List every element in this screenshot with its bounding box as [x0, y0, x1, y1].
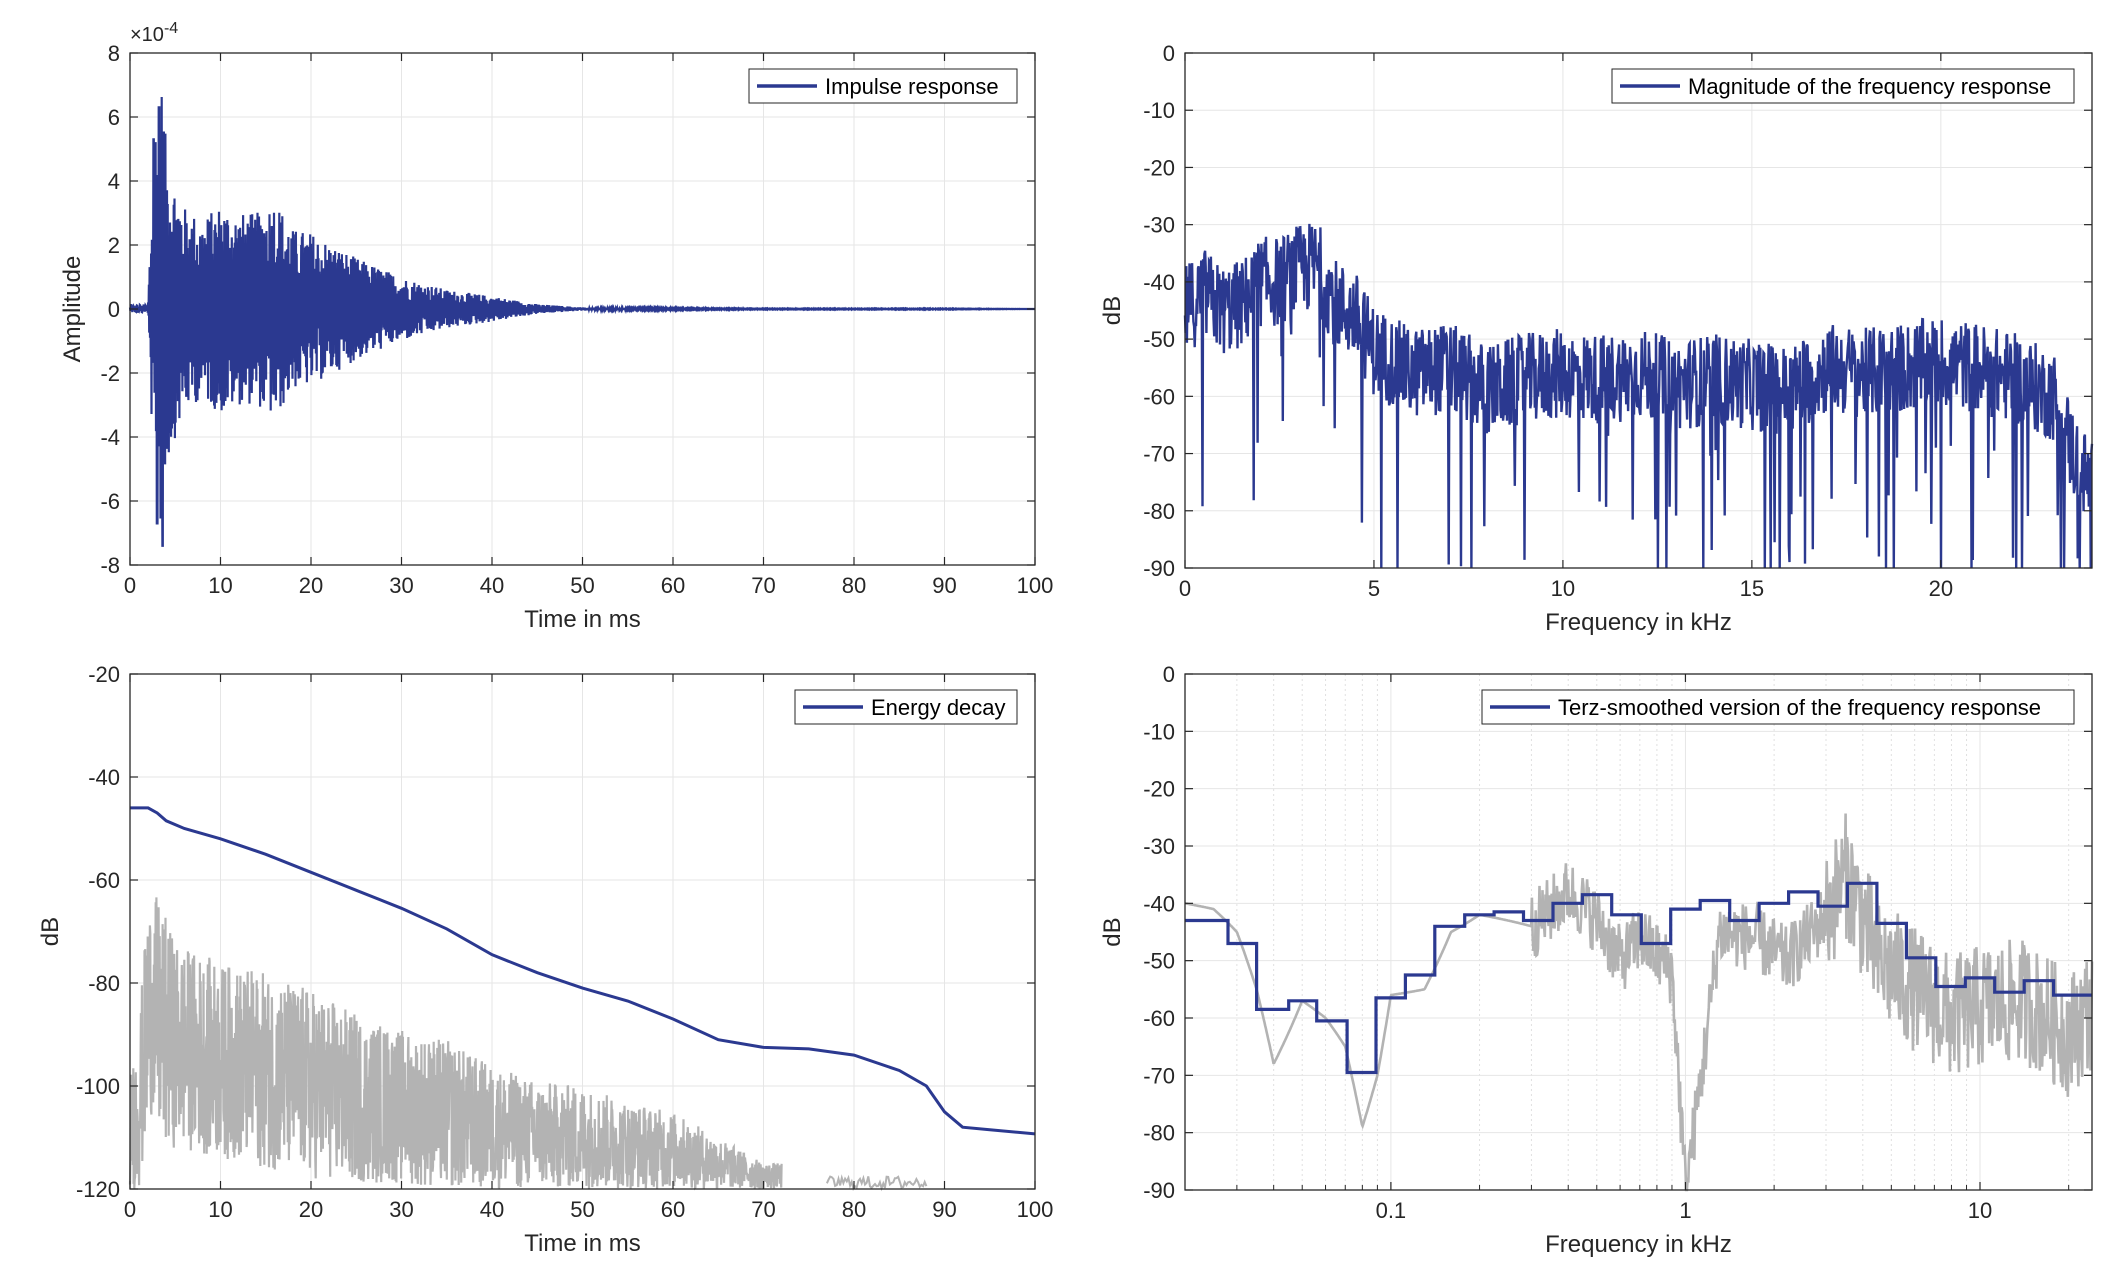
x-tick-label: 40	[480, 573, 504, 598]
y-tick-label: -90	[1143, 1178, 1175, 1203]
y-tick-label: -80	[1143, 1121, 1175, 1146]
y-tick-label: 2	[108, 233, 120, 258]
y-tick-label: 6	[108, 105, 120, 130]
frequency-magnitude-panel: 0 5 10 15 20 0 -10 -20 -30 -40 -50 -60 -70 -80 -90 Freq…	[1099, 41, 2094, 636]
x-tick-label: 100	[1017, 573, 1054, 598]
x-tick-label: 0	[124, 573, 136, 598]
x-axis-label: Time in ms	[524, 606, 640, 633]
y-tick-label: -70	[1143, 442, 1175, 467]
y-tick-label: -70	[1143, 1063, 1175, 1088]
x-tick-label: 70	[751, 1197, 775, 1222]
y-tick-label: -60	[88, 868, 120, 893]
legend-label: Magnitude of the frequency response	[1688, 74, 2051, 99]
x-tick-label: 90	[932, 1197, 956, 1222]
magnitude-line	[1183, 223, 2094, 569]
x-tick-label: 10	[208, 573, 232, 598]
x-tick-label: 50	[570, 573, 594, 598]
impulse-response-panel: 0 10 20 30 40 50 60 70 80 90 100 -8 -6 -4 -2 0 2 4 6 8 Time …	[59, 20, 1053, 633]
x-tick-label: 70	[751, 573, 775, 598]
y-tick-label: -40	[88, 765, 120, 790]
y-tick-label: -8	[100, 553, 120, 578]
y-tick-label: 8	[108, 41, 120, 66]
y-tick-label: -30	[1143, 213, 1175, 238]
y-tick-label: -50	[1143, 949, 1175, 974]
y-tick-label: 0	[1163, 41, 1175, 66]
raw-frequency-line	[1184, 813, 2094, 1192]
x-tick-label: 0.1	[1376, 1198, 1407, 1223]
x-tick-label: 15	[1740, 576, 1764, 601]
x-tick-label: 30	[389, 573, 413, 598]
y-axis-label: Amplitude	[59, 256, 86, 363]
squared-impulse-tail	[825, 1174, 928, 1192]
x-tick-label: 80	[842, 1197, 866, 1222]
x-tick-label: 20	[299, 573, 323, 598]
x-tick-label: 40	[480, 1197, 504, 1222]
x-tick-label: 100	[1017, 1197, 1054, 1222]
y-tick-label: -30	[1143, 834, 1175, 859]
y-tick-label: -60	[1143, 1006, 1175, 1031]
y-tick-label: -120	[76, 1177, 120, 1202]
energy-decay-panel: 0 10 20 30 40 50 60 70 80 90 100 -20 -40 -60 -80 -100 -1…	[37, 662, 1053, 1257]
y-tick-label: 4	[108, 169, 120, 194]
x-tick-label: 10	[1968, 1198, 1992, 1223]
y-exponent-label: ×10-4	[130, 20, 178, 46]
y-axis-label: dB	[1099, 917, 1126, 946]
y-tick-label: 0	[108, 297, 120, 322]
x-tick-label: 60	[661, 573, 685, 598]
x-tick-label: 50	[570, 1197, 594, 1222]
x-tick-label: 5	[1368, 576, 1380, 601]
y-axis-label: dB	[1099, 296, 1126, 325]
x-tick-label: 10	[208, 1197, 232, 1222]
y-tick-label: -90	[1143, 556, 1175, 581]
x-tick-label: 10	[1551, 576, 1575, 601]
impulse-response-line	[128, 96, 1035, 547]
y-tick-label: -80	[1143, 499, 1175, 524]
energy-decay-line	[130, 806, 1036, 1136]
y-tick-label: -20	[1143, 155, 1175, 180]
y-tick-label: -80	[88, 971, 120, 996]
y-axis-label: dB	[37, 917, 64, 946]
legend-label: Terz-smoothed version of the frequency r…	[1558, 695, 2041, 720]
legend-box	[1481, 689, 2075, 725]
y-tick-label: -10	[1143, 98, 1175, 123]
terz-smoothed-panel: 0.1 1 10 0 -10 -20 -30 -40 -50 -60 -70 -80 -90 Freque…	[1099, 662, 2094, 1258]
x-tick-label: 80	[842, 573, 866, 598]
y-tick-label: -4	[100, 425, 120, 450]
x-tick-label: 20	[1929, 576, 1953, 601]
legend-label: Energy decay	[871, 695, 1006, 720]
x-tick-label: 60	[661, 1197, 685, 1222]
legend-box	[1611, 68, 2075, 104]
x-axis-label: Frequency in kHz	[1545, 1231, 1732, 1258]
y-tick-label: -100	[76, 1074, 120, 1099]
x-axis-label: Time in ms	[524, 1230, 640, 1257]
y-tick-label: -40	[1143, 270, 1175, 295]
squared-impulse-line	[128, 897, 783, 1191]
y-tick-label: -10	[1143, 719, 1175, 744]
x-tick-label: 90	[932, 573, 956, 598]
y-tick-label: -2	[100, 361, 120, 386]
axes-box	[1184, 52, 2093, 569]
y-tick-label: -60	[1143, 384, 1175, 409]
x-tick-label: 1	[1679, 1198, 1691, 1223]
y-tick-label: -40	[1143, 891, 1175, 916]
axes-box	[1184, 673, 2093, 1191]
terz-smoothed-line	[1185, 881, 2092, 1075]
y-tick-label: -20	[1143, 777, 1175, 802]
x-tick-label: 0	[124, 1197, 136, 1222]
x-axis-label: Frequency in kHz	[1545, 609, 1732, 636]
x-tick-label: 30	[389, 1197, 413, 1222]
x-tick-label: 0	[1179, 576, 1191, 601]
y-tick-label: -50	[1143, 327, 1175, 352]
y-tick-label: -20	[88, 662, 120, 687]
y-tick-label: -6	[100, 489, 120, 514]
legend-label: Impulse response	[825, 74, 999, 99]
x-tick-label: 20	[299, 1197, 323, 1222]
y-tick-label: 0	[1163, 662, 1175, 687]
